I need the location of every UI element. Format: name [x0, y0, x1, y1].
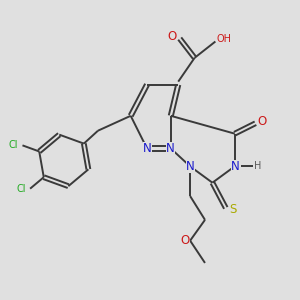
Text: S: S [230, 203, 237, 216]
Text: N: N [231, 160, 240, 173]
Text: O: O [168, 30, 177, 43]
Text: OH: OH [217, 34, 232, 44]
Text: N: N [143, 142, 152, 155]
Text: N: N [186, 160, 194, 173]
Text: H: H [254, 161, 261, 171]
Text: O: O [257, 115, 267, 128]
Text: N: N [166, 142, 175, 155]
Text: Cl: Cl [9, 140, 18, 150]
Text: Cl: Cl [16, 184, 26, 194]
Text: O: O [180, 234, 189, 247]
